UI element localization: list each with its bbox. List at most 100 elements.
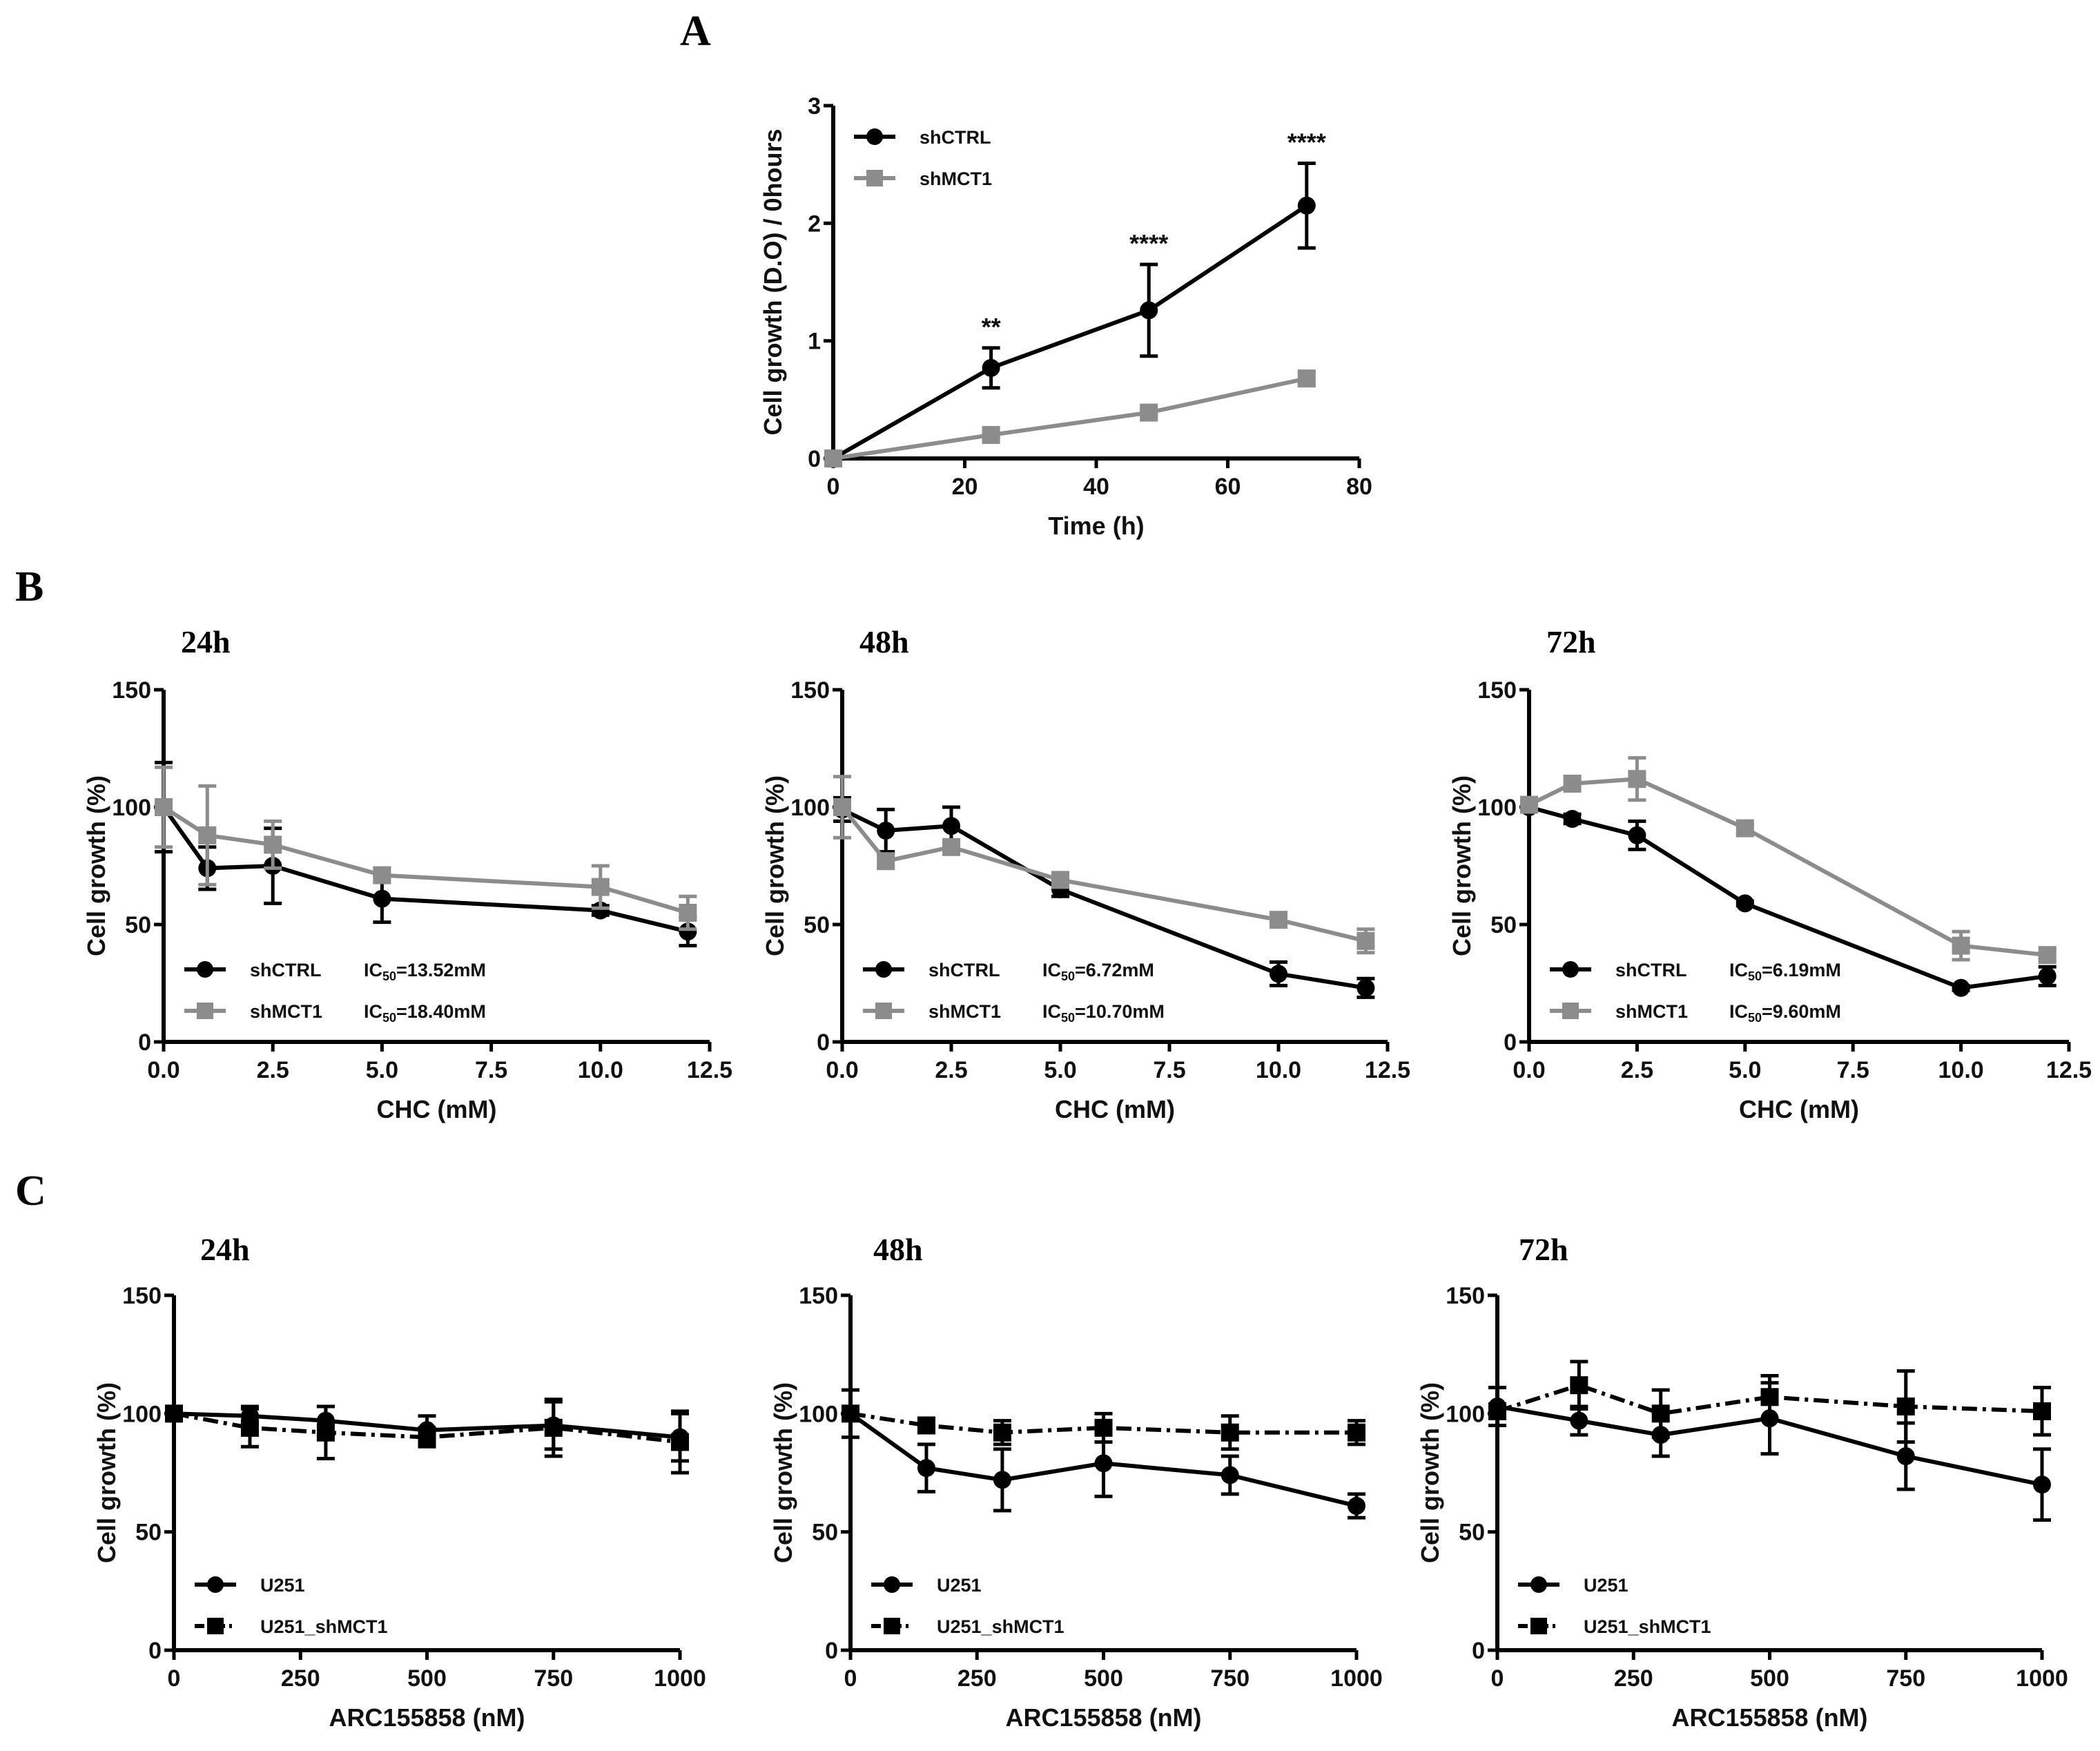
- chart-title: 24h: [181, 624, 231, 659]
- chart-c-72h: 72h 0 250 500 750 1000 0 50 100 150 ARC155858 (nM)…: [1416, 1232, 2068, 1732]
- series-line: [1528, 777, 2048, 958]
- data-point: [373, 866, 391, 884]
- chart-title: 72h: [1546, 624, 1596, 659]
- y-tick-label: 100: [1446, 1401, 1485, 1427]
- y-axis-label: Cell growth (%): [82, 775, 110, 956]
- data-point: [1348, 1496, 1365, 1515]
- y-tick-label: 1: [808, 329, 821, 355]
- series-u251: [842, 1388, 1365, 1520]
- chart-b-24h: 24h 0.0 2.5 5.0 7.5 10.0 12.5 0 50 100 150 CHC (mM)…: [82, 624, 732, 1123]
- data-point: [917, 1416, 935, 1435]
- y-axis-label: Cell growth (%): [93, 1382, 121, 1563]
- data-point: [842, 1404, 859, 1423]
- legend-label: shMCT1: [920, 168, 992, 189]
- y-tick-label: 0: [138, 1029, 151, 1056]
- data-point: [1270, 911, 1287, 929]
- legend-entry: shMCT1 IC50=10.70mM: [863, 1001, 1165, 1025]
- legend-marker: [866, 170, 883, 186]
- legend-entry: shCTRL IC50=6.19mM: [1550, 960, 1841, 983]
- data-point: [671, 1433, 689, 1451]
- legend-entry: shCTRL: [854, 127, 991, 148]
- y-tick-label: 150: [122, 1283, 162, 1309]
- x-tick-label: 1000: [2016, 1665, 2068, 1692]
- data-point: [1563, 810, 1582, 828]
- x-tick-label: 0: [1491, 1665, 1504, 1692]
- legend-ic50: IC50=10.70mM: [1042, 1001, 1165, 1025]
- x-tick-label: 0.0: [826, 1057, 858, 1083]
- data-point: [993, 1423, 1011, 1442]
- x-axis-label: ARC155858 (nM): [329, 1703, 525, 1732]
- legend-marker: [207, 1618, 224, 1634]
- data-point: [833, 798, 851, 816]
- series-shmct1: [833, 775, 1375, 955]
- x-tick-label: 750: [1210, 1665, 1250, 1692]
- x-axis-label: Time (h): [1048, 512, 1144, 540]
- x-tick-label: 10.0: [1256, 1057, 1301, 1083]
- x-tick-label: 40: [1083, 474, 1109, 500]
- data-point: [942, 838, 960, 856]
- x-tick-label: 20: [952, 474, 978, 500]
- legend-ic50: IC50=9.60mM: [1729, 1001, 1841, 1025]
- legend-ic50: IC50=18.40mM: [364, 1001, 486, 1025]
- data-point: [1488, 1402, 1506, 1420]
- chart-c-48h: 48h 0 250 500 750 1000 0 50 100 150 ARC155858 (nM)…: [769, 1232, 1383, 1732]
- legend-marker: [884, 1618, 900, 1634]
- data-point: [877, 822, 895, 840]
- legend-label: U251: [937, 1575, 982, 1596]
- x-tick-label: 750: [1886, 1665, 1925, 1692]
- legend-ic50: IC50=6.72mM: [1042, 960, 1154, 983]
- y-tick-label: 50: [804, 912, 830, 938]
- x-tick-label: 5.0: [366, 1057, 398, 1083]
- y-axis-label: Cell growth (%): [769, 1382, 797, 1563]
- legend-entry: U251: [1518, 1575, 1629, 1596]
- x-axis-label: ARC155858 (nM): [1671, 1703, 1867, 1732]
- x-tick-label: 0.0: [147, 1057, 179, 1083]
- x-tick-label: 12.5: [1365, 1057, 1410, 1083]
- series-u251_shmct1: [842, 1404, 1365, 1451]
- legend-entry: shMCT1 IC50=9.60mM: [1550, 1001, 1841, 1025]
- data-point: [1357, 931, 1375, 950]
- legend-entry: U251: [871, 1575, 982, 1596]
- data-point: [418, 1428, 436, 1447]
- data-point: [679, 922, 697, 941]
- y-tick-label: 50: [135, 1520, 162, 1546]
- y-tick-label: 100: [122, 1401, 162, 1427]
- series-line: [849, 1411, 1357, 1508]
- data-point: [2033, 1476, 2051, 1494]
- legend-marker: [1530, 1576, 1547, 1593]
- legend-entry: shCTRL IC50=13.52mM: [184, 960, 486, 983]
- x-tick-label: 250: [957, 1665, 997, 1692]
- x-tick-label: 500: [1750, 1665, 1789, 1692]
- x-tick-label: 10.0: [1938, 1057, 1984, 1083]
- data-point: [1628, 826, 1646, 844]
- legend-label: U251_shMCT1: [260, 1616, 388, 1637]
- y-tick-label: 0: [817, 1029, 830, 1056]
- significance-annotation: **: [982, 313, 1001, 341]
- legend-label: shCTRL: [250, 960, 322, 980]
- data-point: [591, 878, 610, 896]
- data-point: [1348, 1423, 1365, 1442]
- chart-title: 24h: [200, 1232, 250, 1267]
- data-point: [1140, 301, 1158, 320]
- legend-label: U251_shMCT1: [937, 1616, 1064, 1637]
- data-point: [1896, 1397, 1915, 1416]
- x-tick-label: 60: [1215, 474, 1241, 500]
- data-point: [1270, 965, 1287, 983]
- x-tick-label: 7.5: [475, 1057, 507, 1083]
- y-axis-label: Cell growth (%): [1448, 775, 1476, 956]
- panel-label-c: C: [15, 1168, 46, 1215]
- series-shmct1: [155, 765, 697, 931]
- data-point: [1570, 1411, 1588, 1430]
- y-tick-label: 3: [808, 93, 821, 119]
- legend-marker: [875, 961, 892, 978]
- series-line: [1497, 1404, 2043, 1487]
- legend-marker: [875, 1003, 892, 1019]
- x-tick-label: 1000: [654, 1665, 706, 1692]
- x-tick-label: 12.5: [2046, 1057, 2092, 1083]
- data-point: [2038, 946, 2057, 965]
- data-point: [2038, 967, 2057, 985]
- x-tick-label: 500: [407, 1665, 447, 1692]
- x-tick-label: 250: [281, 1665, 320, 1692]
- significance-annotation: ****: [1129, 229, 1168, 258]
